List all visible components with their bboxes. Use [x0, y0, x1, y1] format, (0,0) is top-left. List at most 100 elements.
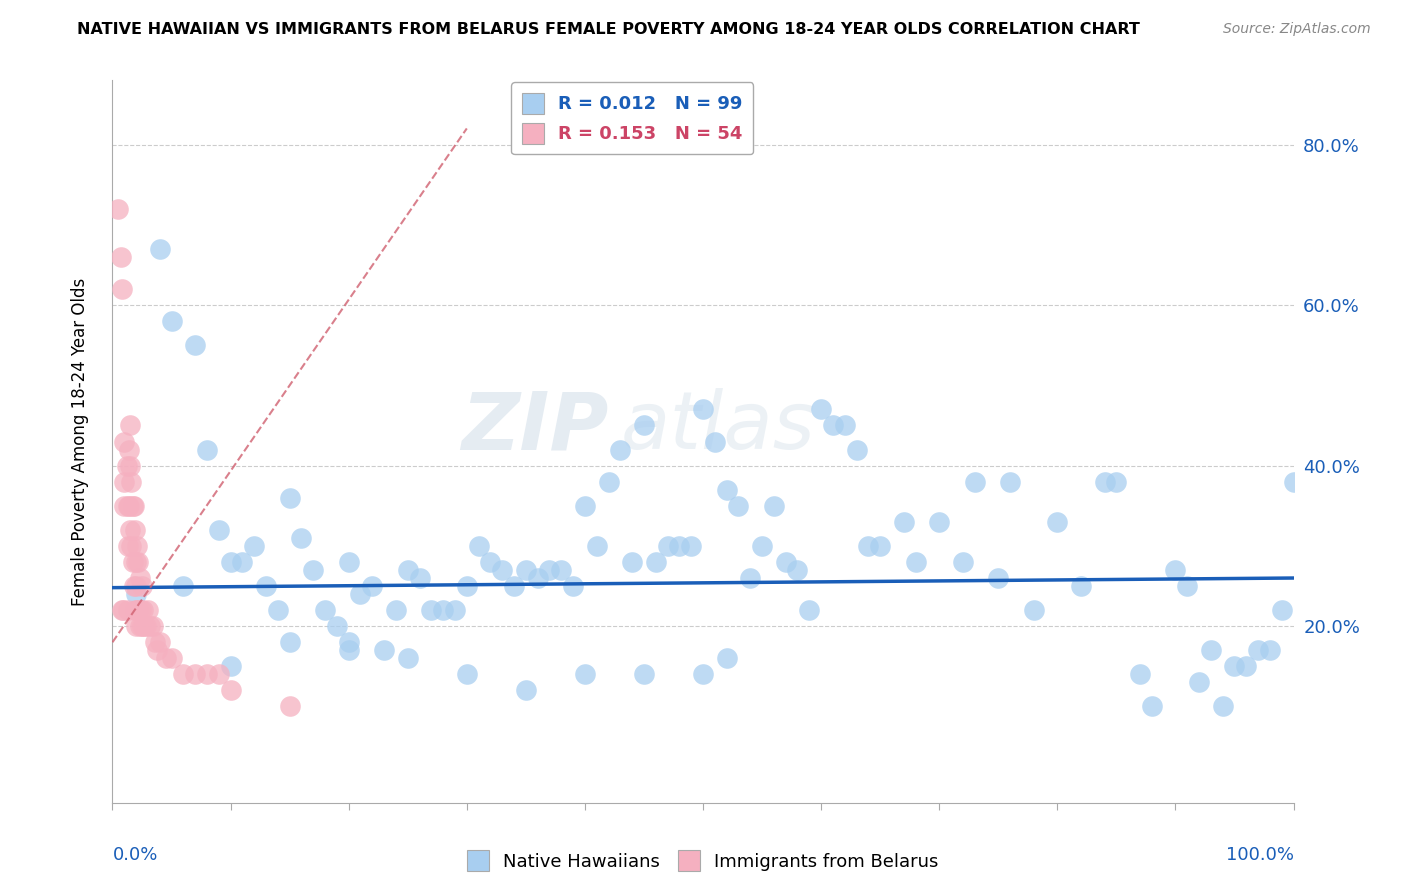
Point [893, 515, 915, 529]
Point [703, 434, 725, 449]
Point [385, 603, 408, 617]
Point [160, 651, 183, 665]
Point [1070, 579, 1092, 593]
Point [278, 491, 301, 505]
Point [127, 555, 149, 569]
Point [121, 499, 143, 513]
Point [131, 579, 153, 593]
Point [799, 603, 821, 617]
Point [219, 555, 242, 569]
Point [633, 667, 655, 681]
Text: NATIVE HAWAIIAN VS IMMIGRANTS FROM BELARUS FEMALE POVERTY AMONG 18-24 YEAR OLDS : NATIVE HAWAIIAN VS IMMIGRANTS FROM BELAR… [77, 22, 1140, 37]
Point [314, 603, 336, 617]
Point [117, 499, 139, 513]
Point [786, 563, 808, 577]
Point [1258, 643, 1281, 657]
Point [361, 579, 384, 593]
Point [1188, 675, 1211, 690]
Point [290, 531, 312, 545]
Point [526, 571, 548, 585]
Point [136, 603, 159, 617]
Point [231, 555, 253, 569]
Point [396, 563, 419, 577]
Point [337, 555, 360, 569]
Point [107, 202, 129, 216]
Point [834, 418, 856, 433]
Point [278, 699, 301, 714]
Point [110, 250, 132, 264]
Point [146, 643, 169, 657]
Point [219, 683, 242, 698]
Point [585, 539, 607, 553]
Point [195, 667, 218, 681]
Point [775, 555, 797, 569]
Point [963, 475, 986, 489]
Point [1271, 603, 1294, 617]
Legend: R = 0.012   N = 99, R = 0.153   N = 54: R = 0.012 N = 99, R = 0.153 N = 54 [510, 82, 754, 154]
Point [716, 483, 738, 497]
Point [128, 619, 150, 633]
Point [467, 539, 489, 553]
Point [692, 667, 714, 681]
Point [120, 475, 142, 489]
Point [408, 571, 430, 585]
Point [132, 603, 155, 617]
Point [432, 603, 454, 617]
Point [1140, 699, 1163, 714]
Point [112, 603, 135, 617]
Point [1022, 603, 1045, 617]
Point [515, 563, 537, 577]
Point [396, 651, 419, 665]
Point [124, 603, 146, 617]
Point [952, 555, 974, 569]
Point [692, 402, 714, 417]
Point [1046, 515, 1069, 529]
Point [621, 555, 644, 569]
Point [112, 434, 135, 449]
Text: Source: ZipAtlas.com: Source: ZipAtlas.com [1223, 22, 1371, 37]
Point [349, 587, 371, 601]
Point [134, 619, 156, 633]
Text: ZIP: ZIP [461, 388, 609, 467]
Point [1223, 659, 1246, 673]
Point [124, 523, 146, 537]
Point [219, 659, 242, 673]
Point [125, 587, 148, 601]
Point [727, 499, 749, 513]
Point [928, 515, 950, 529]
Point [127, 603, 149, 617]
Point [111, 603, 134, 617]
Point [122, 499, 145, 513]
Point [681, 539, 703, 553]
Point [1247, 643, 1270, 657]
Point [503, 579, 526, 593]
Point [987, 571, 1010, 585]
Point [904, 555, 927, 569]
Point [1234, 659, 1257, 673]
Point [117, 603, 139, 617]
Point [143, 635, 166, 649]
Y-axis label: Female Poverty Among 18-24 Year Olds: Female Poverty Among 18-24 Year Olds [70, 277, 89, 606]
Point [149, 635, 172, 649]
Point [562, 579, 585, 593]
Point [337, 635, 360, 649]
Point [1212, 699, 1234, 714]
Point [172, 667, 194, 681]
Point [302, 563, 325, 577]
Point [821, 418, 844, 433]
Point [1199, 643, 1222, 657]
Point [172, 579, 194, 593]
Point [845, 442, 868, 457]
Point [111, 282, 134, 296]
Legend: Native Hawaiians, Immigrants from Belarus: Native Hawaiians, Immigrants from Belaru… [460, 843, 946, 879]
Point [115, 458, 138, 473]
Point [716, 651, 738, 665]
Point [120, 418, 142, 433]
Point [125, 579, 148, 593]
Point [373, 643, 395, 657]
Point [118, 442, 141, 457]
Point [644, 555, 666, 569]
Point [120, 539, 142, 553]
Point [740, 571, 762, 585]
Point [657, 539, 679, 553]
